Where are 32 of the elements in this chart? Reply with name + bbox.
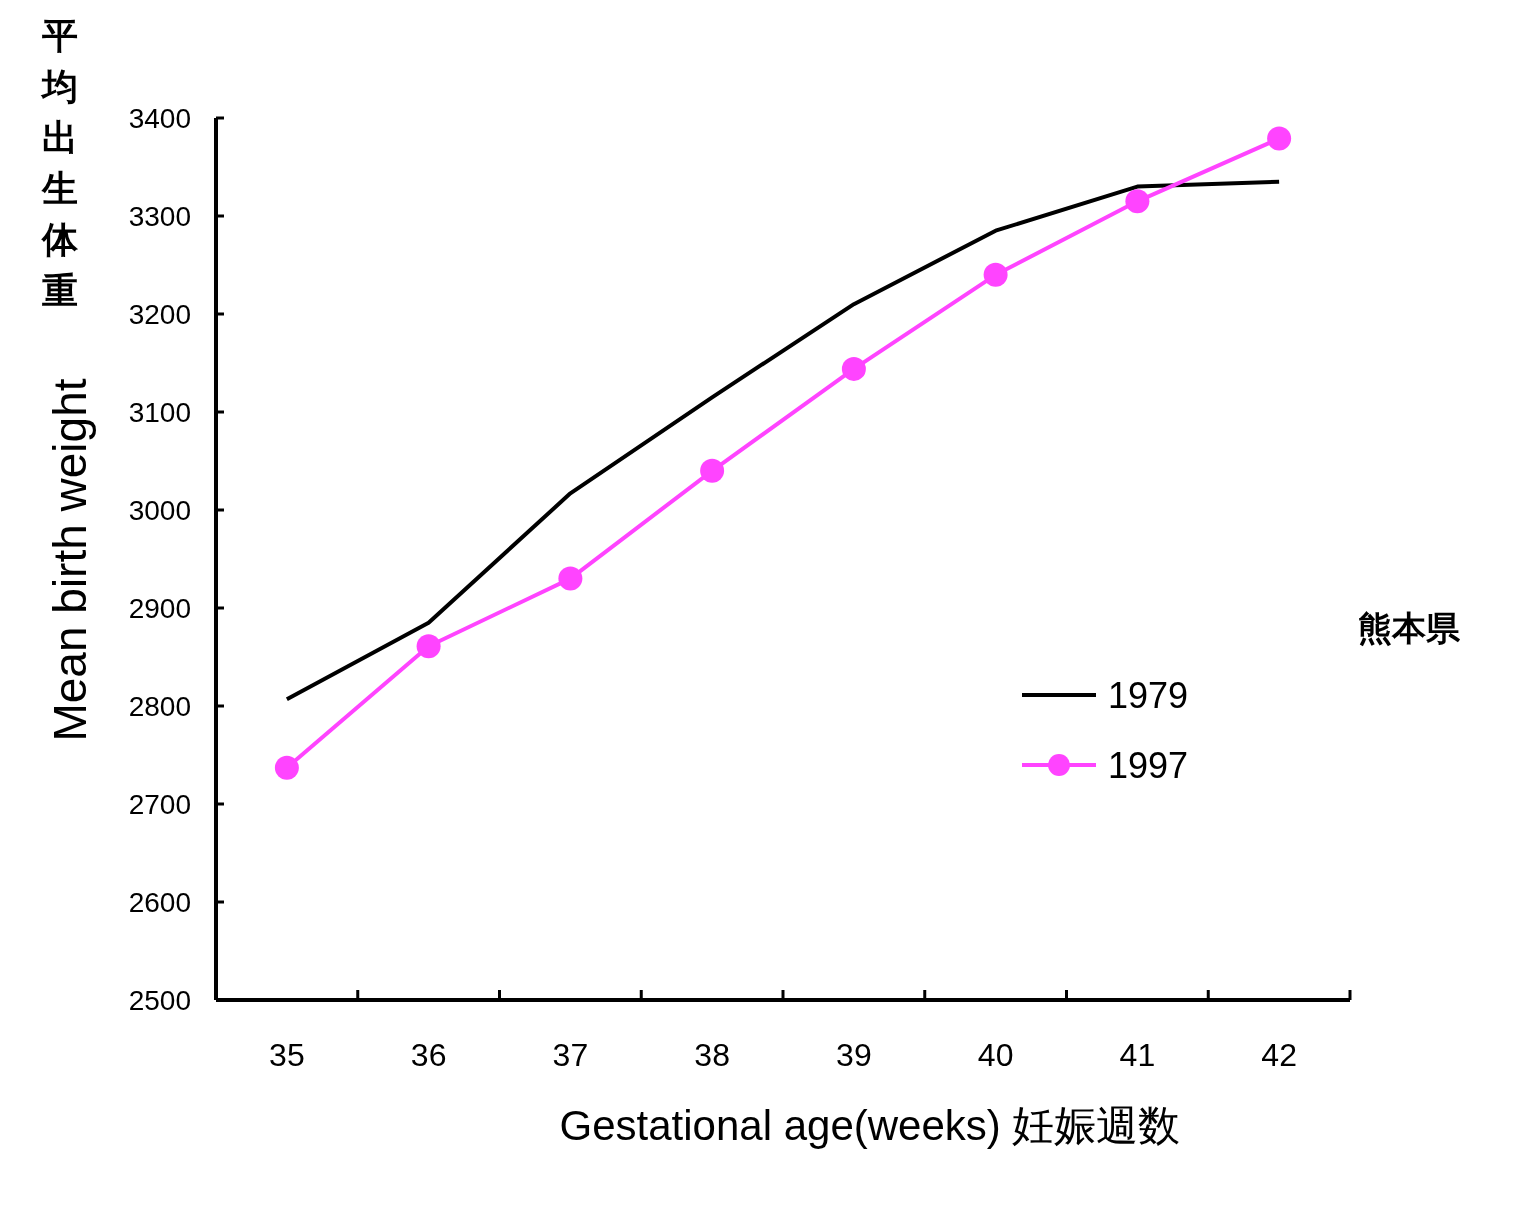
text: 熊本県 bbox=[1358, 609, 1461, 647]
text: 平均出生体重 bbox=[40, 15, 79, 311]
point bbox=[558, 566, 583, 591]
point bbox=[983, 262, 1008, 287]
y-tick-label: 3400 bbox=[128, 103, 191, 134]
x-tick-label: 37 bbox=[552, 1037, 589, 1073]
y-tick-label: 2500 bbox=[128, 985, 191, 1016]
x-tick-label: 35 bbox=[269, 1037, 305, 1073]
point bbox=[1125, 189, 1150, 214]
point bbox=[416, 634, 441, 659]
point bbox=[1267, 126, 1292, 151]
x-tick-label: 38 bbox=[694, 1037, 730, 1073]
x-tick-label: 42 bbox=[1261, 1037, 1297, 1073]
y-tick-label: 2600 bbox=[128, 887, 191, 918]
x-axis-title: Gestational age(weeks) 妊娠週数 bbox=[559, 1102, 1181, 1149]
point bbox=[274, 755, 299, 780]
y-axis-title: Mean birth weight bbox=[44, 378, 96, 742]
y-tick-label: 2900 bbox=[128, 593, 191, 624]
legend-label: 1997 bbox=[1108, 745, 1189, 786]
y-tick-label: 3200 bbox=[128, 299, 191, 330]
point bbox=[841, 356, 866, 381]
y-tick-label: 3300 bbox=[128, 201, 191, 232]
x-tick-label: 39 bbox=[836, 1037, 872, 1073]
x-tick-label: 41 bbox=[1119, 1037, 1156, 1073]
y-tick-label: 2800 bbox=[128, 691, 191, 722]
point bbox=[700, 458, 725, 483]
y-tick-label: 3000 bbox=[128, 495, 191, 526]
y-tick-label: 2700 bbox=[128, 789, 191, 820]
x-tick-label: 36 bbox=[410, 1037, 447, 1073]
y-tick-label: 3100 bbox=[128, 397, 191, 428]
x-tick-label: 40 bbox=[977, 1037, 1014, 1073]
legend-label: 1979 bbox=[1108, 675, 1189, 716]
